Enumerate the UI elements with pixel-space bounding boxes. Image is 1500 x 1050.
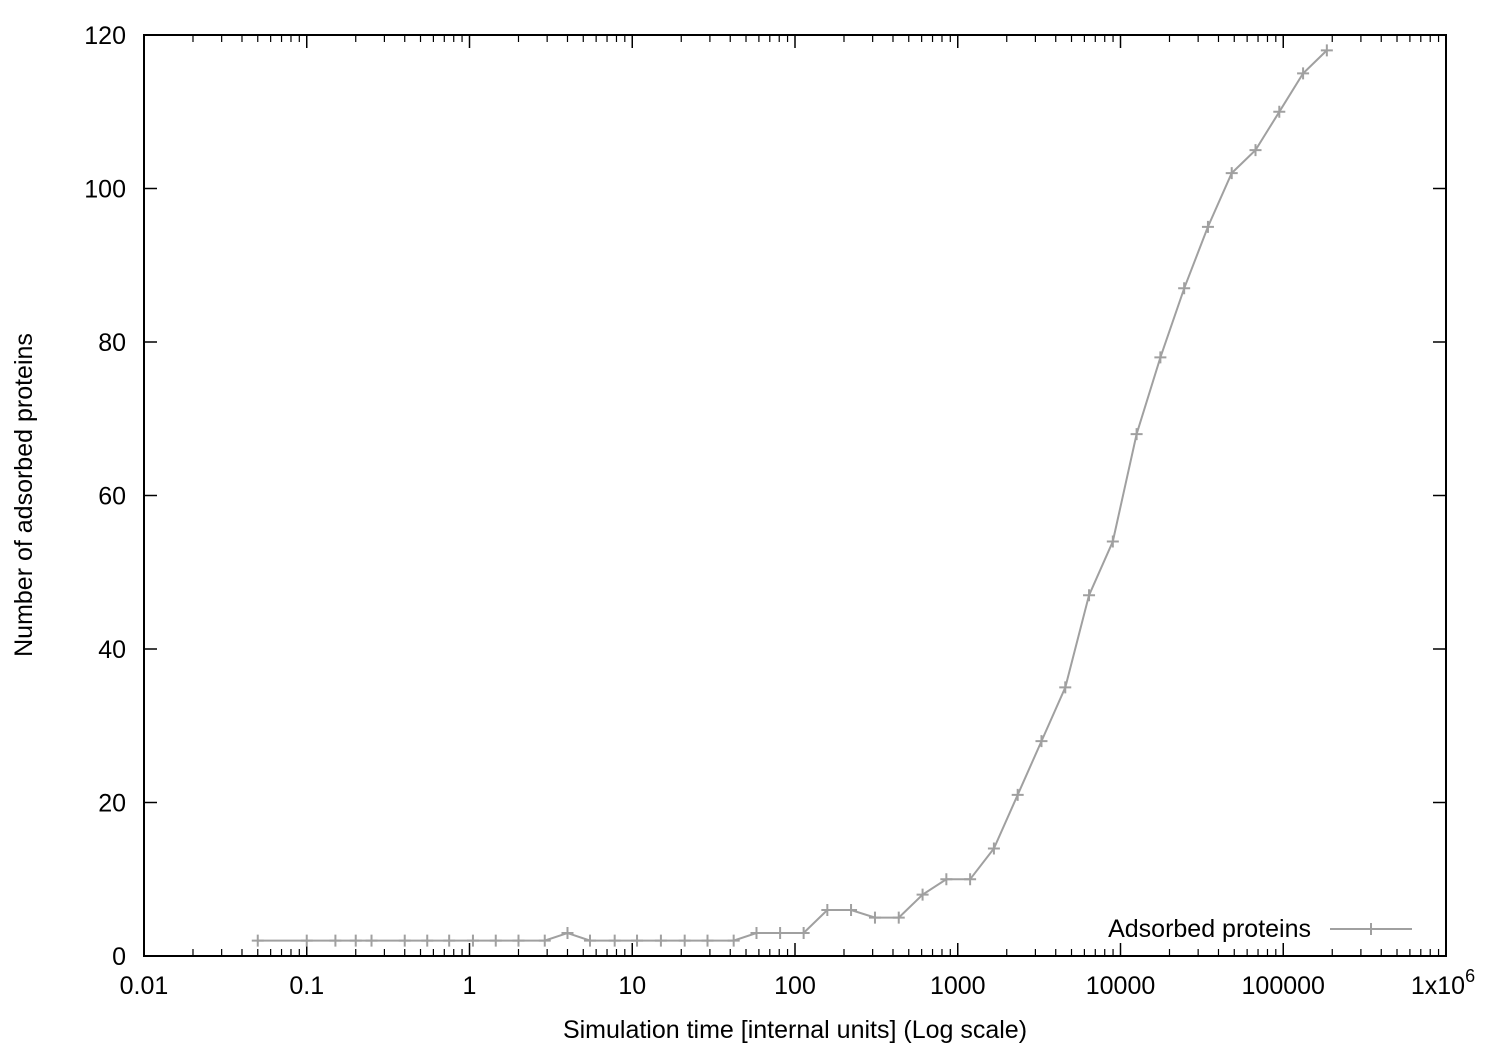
data-point	[678, 934, 691, 947]
data-point	[727, 934, 740, 947]
ticks-layer	[143, 34, 1447, 957]
data-point	[512, 934, 525, 947]
data-point	[797, 926, 810, 939]
data-point	[365, 934, 378, 947]
data-point	[349, 934, 362, 947]
y-tick-label: 20	[98, 790, 126, 818]
legend-label: Adsorbed proteins	[1108, 915, 1311, 943]
x-tick-label: 0.1	[289, 972, 324, 1000]
data-point	[1154, 351, 1167, 364]
data-point	[892, 911, 905, 924]
y-tick-label: 100	[84, 176, 126, 204]
data-point	[940, 873, 953, 886]
data-point	[466, 934, 479, 947]
data-point	[300, 934, 313, 947]
data-point	[701, 934, 714, 947]
data-point	[1083, 589, 1096, 602]
data-point	[1320, 44, 1333, 57]
data-point	[631, 934, 644, 947]
data-point	[916, 888, 929, 901]
x-tick-label: 1000	[930, 972, 986, 1000]
x-tick-label: 10	[618, 972, 646, 1000]
data-point	[774, 926, 787, 939]
data-point	[821, 903, 834, 916]
x-tick-label: 10000	[1086, 972, 1156, 1000]
series-layer	[251, 44, 1333, 947]
data-point	[561, 926, 574, 939]
data-point	[1225, 167, 1238, 180]
data-point	[1059, 681, 1072, 694]
data-point	[654, 934, 667, 947]
labels-layer: 0.01 0.1 1 10 100 1000 10000 100000 1x106 0 20 40 60…	[84, 22, 1475, 1000]
data-point	[1130, 428, 1143, 441]
x-tick-label: 0.01	[120, 972, 169, 1000]
x-tick-label: 100	[774, 972, 816, 1000]
data-point	[1273, 105, 1286, 118]
data-point	[583, 934, 596, 947]
x-tick-label: 100000	[1242, 972, 1325, 1000]
data-point	[1297, 67, 1310, 80]
data-point	[443, 934, 456, 947]
data-point	[868, 911, 881, 924]
y-tick-label: 80	[98, 329, 126, 357]
data-point	[964, 873, 977, 886]
y-tick-label: 0	[112, 943, 126, 971]
data-point	[1178, 282, 1191, 295]
data-point	[421, 934, 434, 947]
plot-frame	[143, 34, 1447, 957]
y-tick-label: 120	[84, 22, 126, 50]
data-point	[1011, 788, 1024, 801]
x-axis-title: Simulation time [internal units] (Log sc…	[563, 1016, 1027, 1044]
data-point	[1106, 535, 1119, 548]
legend: Adsorbed proteins	[1108, 915, 1412, 943]
series-line	[257, 49, 1328, 942]
data-point	[538, 934, 551, 947]
data-point	[329, 934, 342, 947]
data-point	[1249, 144, 1262, 157]
data-point	[251, 934, 264, 947]
data-point	[1201, 220, 1214, 233]
data-point	[1035, 735, 1048, 748]
x-tick-label: 1	[463, 972, 477, 1000]
data-point	[845, 903, 858, 916]
data-point	[750, 926, 763, 939]
x-tick-label-last: 1x106	[1411, 966, 1475, 1000]
y-tick-label: 40	[98, 636, 126, 664]
data-point	[608, 934, 621, 947]
data-point	[398, 934, 411, 947]
data-point	[489, 934, 502, 947]
data-point	[987, 842, 1000, 855]
y-tick-label: 60	[98, 483, 126, 511]
legend-marker-sample	[1365, 923, 1377, 935]
y-axis-title: Number of adsorbed proteins	[10, 333, 38, 657]
